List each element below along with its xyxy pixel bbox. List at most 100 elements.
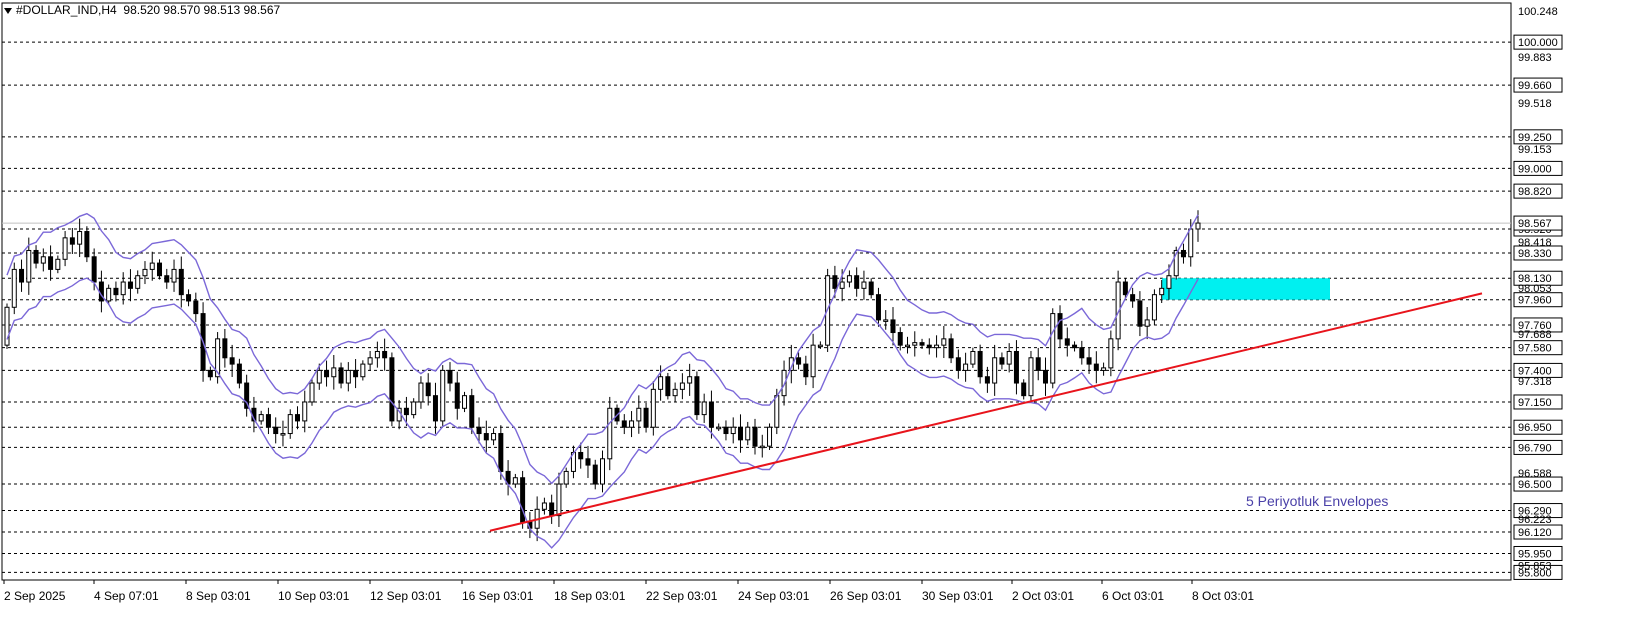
candle-body (1151, 294, 1157, 321)
level-label: 96.950 (1518, 422, 1552, 434)
candle-body (926, 344, 932, 349)
candle-body (854, 275, 860, 289)
candle-body (687, 376, 693, 384)
candle-body (658, 376, 664, 390)
candle-body (127, 281, 133, 289)
candle-body (454, 382, 460, 409)
candle-body (948, 338, 954, 359)
candle-body (883, 319, 889, 322)
candle-body (469, 395, 475, 428)
symbol-header: #DOLLAR_IND,H4 98.520 98.570 98.513 98.5… (4, 3, 280, 17)
candle-body (309, 382, 315, 403)
y-tick-label: 99.518 (1518, 98, 1552, 110)
candle-body (1006, 350, 1012, 365)
candle-body (84, 231, 90, 258)
candle-body (846, 275, 852, 283)
level-label: 96.120 (1518, 527, 1552, 539)
candle-body (1064, 338, 1070, 346)
candle-body (1042, 369, 1048, 384)
x-tick-label: 6 Oct 03:01 (1102, 589, 1164, 603)
candle-body (135, 275, 141, 289)
candle-body (549, 502, 555, 517)
level-label: 98.820 (1518, 186, 1552, 198)
candle-body (432, 395, 438, 422)
candle-body (1035, 357, 1041, 371)
candle-body (556, 483, 562, 517)
candle-body (839, 281, 845, 289)
candle-body (512, 477, 518, 485)
candle-body (77, 231, 83, 245)
x-tick-label: 12 Sep 03:01 (370, 589, 442, 603)
level-label-box (1513, 340, 1563, 356)
candle-body (69, 237, 75, 245)
candle-body (600, 458, 605, 485)
candle-body (963, 363, 969, 371)
level-label: 95.800 (1518, 567, 1552, 579)
candle-body (186, 294, 192, 302)
candle-body (149, 262, 155, 270)
candle-body (810, 344, 816, 378)
candle-body (193, 300, 199, 315)
candle-body (1028, 357, 1034, 397)
candle-body (643, 407, 649, 428)
candle-body (26, 249, 32, 283)
candle-body (215, 338, 221, 378)
level-label-box (1513, 245, 1563, 261)
candle-body (1101, 367, 1107, 371)
y-tick-label: 96.223 (1518, 514, 1552, 526)
candle-body (229, 357, 235, 365)
candle-body (1137, 300, 1143, 327)
trendline (489, 292, 1483, 532)
candle-body (258, 414, 264, 422)
candle-body (905, 344, 911, 348)
level-label-box (1513, 476, 1563, 492)
candle-body (970, 350, 976, 365)
candle-body (11, 268, 17, 308)
candle-body (425, 382, 431, 397)
candle-body (897, 332, 903, 346)
candle-body (280, 433, 286, 436)
candle-body (207, 369, 213, 378)
candle-body (374, 350, 380, 359)
candle-body (411, 401, 417, 416)
candle-body (1057, 313, 1063, 340)
level-label-box (1513, 545, 1563, 561)
x-tick-label: 16 Sep 03:01 (462, 589, 534, 603)
candle-body (723, 426, 729, 435)
candle-body (578, 451, 584, 460)
level-label-box (1513, 419, 1563, 435)
candle-body (781, 369, 787, 397)
candle-body (977, 350, 983, 378)
candle-body (912, 342, 918, 346)
candle-body (1195, 222, 1201, 230)
level-label-box (1513, 564, 1563, 580)
candle-body (868, 281, 874, 296)
level-label-box (1513, 34, 1563, 50)
y-tick-label: 98.418 (1518, 237, 1552, 249)
candle-body (178, 268, 184, 296)
x-tick-label: 8 Sep 03:01 (186, 589, 251, 603)
candle-body (171, 268, 177, 283)
candle-body (1144, 319, 1150, 327)
current-price-box (1513, 215, 1563, 231)
level-label-box (1513, 503, 1563, 519)
candle-body (498, 433, 504, 472)
level-label-box (1513, 439, 1563, 455)
level-label: 96.290 (1518, 506, 1552, 518)
candle-body (1021, 382, 1027, 397)
level-label: 97.960 (1518, 295, 1552, 307)
candle-body (447, 369, 453, 384)
candle-body (287, 414, 293, 435)
candle-body (40, 256, 46, 264)
level-label-box (1513, 183, 1563, 199)
level-label: 99.250 (1518, 132, 1552, 144)
candle-body (1188, 228, 1194, 258)
level-label-box (1513, 292, 1563, 308)
candle-body (679, 382, 685, 390)
candle-body (832, 275, 838, 289)
level-label: 98.330 (1518, 248, 1552, 260)
candle-body (98, 281, 104, 302)
dropdown-triangle-icon[interactable] (4, 7, 12, 14)
level-label: 99.660 (1518, 80, 1552, 92)
x-tick-label: 22 Sep 03:01 (646, 589, 718, 603)
